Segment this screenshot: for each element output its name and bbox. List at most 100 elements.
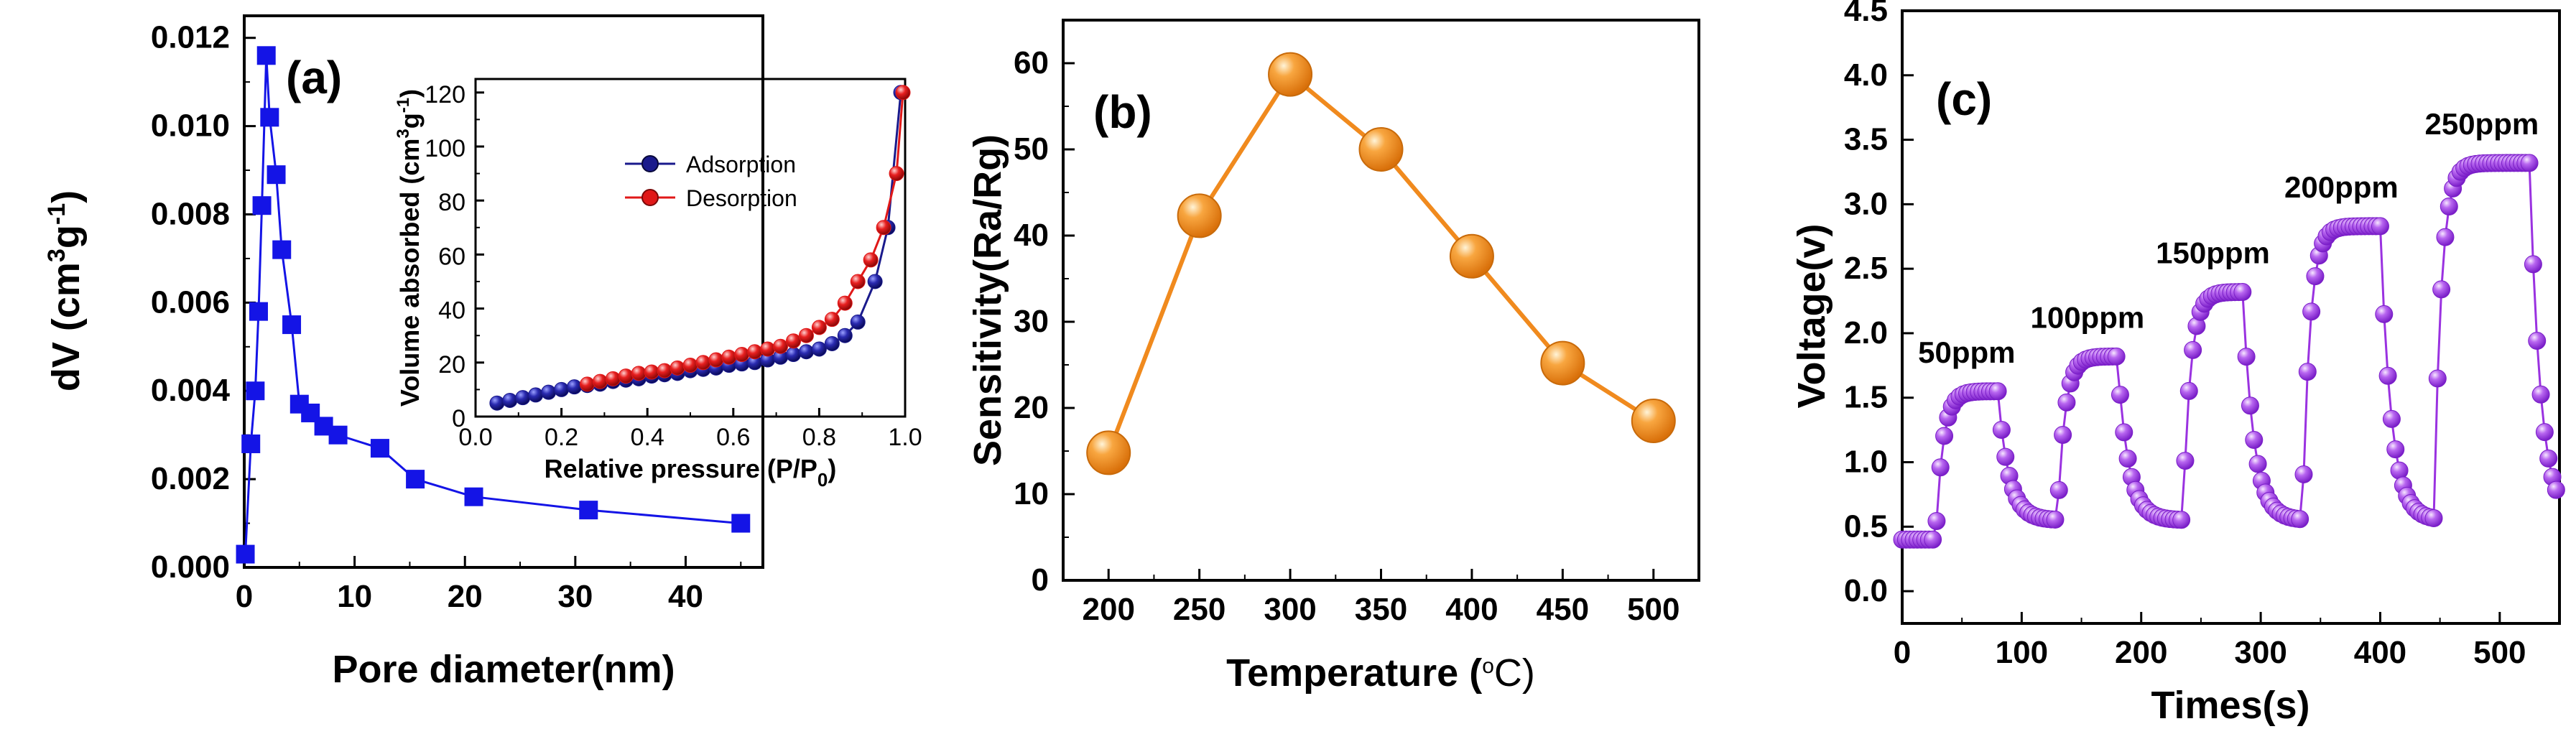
c-data-point [2248, 455, 2267, 473]
inset-data-point [786, 347, 802, 363]
inset-x-tick-label: 0.0 [458, 424, 492, 451]
b-y-tick-label: 60 [1014, 45, 1049, 80]
a-y-tick-label: 0.010 [151, 108, 230, 144]
c-data-point [1996, 447, 2015, 466]
a-data-point [406, 470, 425, 489]
c-data-point [2436, 228, 2455, 246]
c-data-point [2294, 465, 2313, 483]
b-data-point [1086, 430, 1131, 475]
c-x-tick-label: 500 [2473, 635, 2526, 670]
b-y-tick-label: 20 [1014, 390, 1049, 425]
b-data-point [1358, 127, 1404, 172]
c-data-point [2524, 255, 2542, 274]
inset-data-point [798, 344, 814, 360]
c-data-point [2245, 430, 2264, 449]
c-data-point [2531, 385, 2550, 404]
a-data-point [464, 487, 483, 506]
inset-y-tick-label: 120 [425, 81, 465, 108]
b-data-point [1449, 233, 1494, 279]
b-data-point [1631, 399, 1676, 443]
panel-b-y-title: Sensitivity(Ra/Rg) [966, 134, 1009, 466]
inset-y-title-sup1: 3 [394, 129, 413, 138]
c-data-point [2054, 425, 2072, 444]
c-data-point [2375, 305, 2394, 323]
legend-desorption-marker [641, 189, 659, 206]
inset-ticks [474, 91, 907, 418]
panel-a-y-title-sup1: 3 [43, 249, 70, 262]
inset-data-point [554, 381, 570, 397]
panel-c-x-title: Times(s) [2151, 684, 2309, 727]
c-y-tick-label: 4.5 [1844, 0, 1888, 28]
c-data-point [1927, 511, 1946, 530]
c-data-point [2302, 302, 2321, 321]
panel-c-y-title: Voltage(v) [1790, 223, 1833, 408]
panel-b-frame [1062, 19, 1700, 582]
c-data-point [2291, 510, 2309, 529]
b-x-tick-label: 300 [1264, 592, 1316, 627]
a-data-point [241, 434, 261, 453]
inset-data-point [760, 341, 776, 357]
inset-data-point [837, 328, 853, 343]
c-data-point [2176, 452, 2195, 470]
panel-c-series [1893, 154, 2565, 549]
c-data-point [1931, 458, 1950, 477]
c-data-point [2179, 381, 2198, 400]
c-data-point [2233, 283, 2252, 302]
inset-data-point [773, 338, 789, 354]
c-y-tick-label: 2.5 [1844, 251, 1888, 286]
c-y-tick-label: 3.0 [1844, 186, 1888, 221]
panel-c-tick-labels: 0 100 200 300 400 500 0.0 0.5 1.0 1.5 2.0 2.5 3.0 3.5… [1844, 0, 2526, 670]
c-data-point [2432, 280, 2451, 299]
c-data-point [2371, 217, 2389, 236]
inset-data-point [721, 349, 737, 365]
b-x-tick-label: 200 [1083, 592, 1135, 627]
inset-y-tick-label: 60 [438, 243, 465, 270]
inset-data-point [837, 295, 853, 311]
inset-data-point [708, 352, 724, 368]
inset-x-tick-label: 0.6 [716, 424, 750, 451]
inset-data-point [863, 252, 879, 268]
c-data-point [2306, 267, 2325, 286]
inset-legend: Adsorption Desorption [625, 152, 797, 211]
panel-a-label: (a) [286, 52, 342, 103]
a-x-tick-label: 10 [337, 579, 372, 614]
panel-b-series [1086, 52, 1676, 475]
inset-y-title-base: Volume absorbed (cm [395, 139, 425, 407]
inset-y-title-end: ) [395, 89, 425, 98]
inset-data-point [567, 379, 583, 395]
a-y-tick-label: 0.006 [151, 284, 230, 320]
panel-a-ticks [243, 37, 742, 569]
inset-data-point [734, 347, 750, 363]
inset-data-point [889, 166, 904, 182]
inset-y-tick-label: 20 [438, 351, 465, 379]
a-x-tick-label: 20 [448, 579, 483, 614]
b-y-tick-label: 50 [1014, 131, 1049, 167]
b-x-tick-label: 400 [1445, 592, 1498, 627]
c-data-point [2118, 450, 2137, 468]
c-y-tick-label: 2.0 [1844, 315, 1888, 350]
inset-data-point [876, 220, 891, 236]
b-y-tick-label: 40 [1014, 218, 1049, 253]
c-data-point [2440, 197, 2458, 215]
inset-y-tick-label: 0 [452, 405, 465, 432]
a-data-point [246, 381, 265, 401]
inset-data-point [579, 376, 595, 392]
panel-c-label: (c) [1936, 73, 1992, 125]
c-data-point [2528, 332, 2547, 350]
panel-a-y-title-mid: g [45, 225, 88, 249]
a-data-point [328, 425, 348, 445]
inset-data-point [605, 371, 621, 386]
inset-x-title-end: ) [828, 454, 836, 483]
a-data-point [731, 514, 751, 533]
a-y-tick-label: 0.012 [151, 20, 230, 55]
panel-b-x-title-base: Temperature ( [1226, 651, 1482, 695]
b-x-tick-label: 250 [1173, 592, 1226, 627]
c-data-point [1992, 420, 2011, 439]
panel-c-frame [1901, 9, 2561, 625]
inset-data-point [618, 368, 634, 384]
inset-data-point [670, 360, 685, 376]
a-x-tick-label: 0 [236, 579, 253, 614]
a-y-tick-label: 0.008 [151, 196, 230, 231]
panel-a: 0 10 20 30 400.0000.0020.0040.0060.0080.0100… [43, 14, 922, 691]
